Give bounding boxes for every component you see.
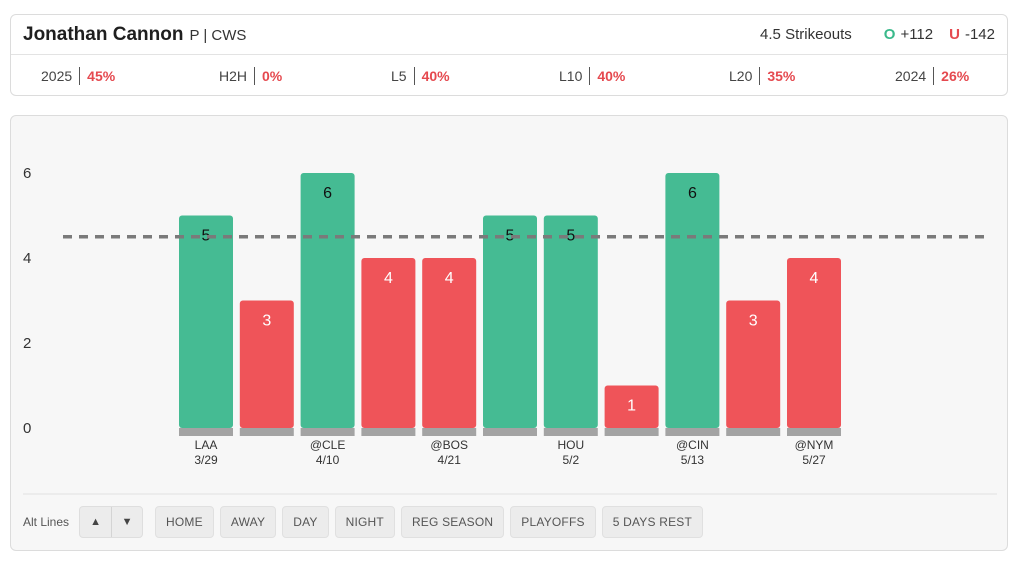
prop-header-card: Jonathan Cannon P | CWS 4.5 Strikeouts O… [10,14,1008,96]
over-odds-button[interactable]: O +112 [884,26,933,43]
over-icon: O [883,26,896,43]
bar [361,258,416,428]
bar-base [543,428,598,436]
y-tick-label: 4 [23,250,31,267]
filter-day-button[interactable]: DAY [282,506,329,538]
alt-lines-label: Alt Lines [23,515,70,529]
bar-value-label: 5 [202,228,211,245]
stat-value: 0% [262,67,283,84]
bar [604,385,659,428]
y-tick-label: 2 [23,335,31,352]
y-tick-label: 0 [23,420,31,437]
filter-home-button[interactable]: HOME [155,506,214,538]
filter-reg-season-button[interactable]: REG SEASON [400,506,505,538]
bar-base [726,428,781,436]
prop-line-label: 4.5 Strikeouts [760,26,852,43]
stat-h2h[interactable]: H2H 0% [219,55,282,96]
stat-label: 2025 [41,67,73,84]
bar-base [422,428,477,436]
bar-base [604,428,659,436]
bar-value-label: 1 [627,398,636,415]
stat-2025[interactable]: 2025 45% [41,55,115,96]
bar-value-label: 6 [323,185,332,202]
bar-base [665,428,720,436]
game-log-chart-card: 0 2 4 6 5 LAA 3/29 3 6 @CLE 4/10 4 4 @BOS 4/21 5 5 HOU 5/2… [10,115,1008,551]
filter-playoffs-button[interactable]: PLAYOFFS [510,506,596,538]
stat-value: 26% [941,67,970,84]
bar [665,173,720,428]
stat-value: 40% [421,67,450,84]
bar [179,215,233,428]
filter-away-button[interactable]: AWAY [219,506,277,538]
bar-value-label: 3 [749,313,758,330]
x-tick-date: 4/21 [438,453,462,467]
under-icon: U [949,26,960,43]
alt-line-down-button[interactable]: ▼ [111,507,142,537]
stat-value: 45% [87,67,116,84]
x-tick-opponent: @CIN [676,438,709,452]
under-odds-value: -142 [964,26,995,43]
stat-divider [759,66,761,85]
x-tick-opponent: HOU [557,438,584,452]
x-tick-opponent: @NYM [795,438,834,452]
stat-l5[interactable]: L5 40% [391,55,450,96]
over-odds-value: +112 [900,26,934,43]
stat-divider [933,66,935,85]
bar [726,300,781,428]
alt-line-up-button[interactable]: ▲ [90,516,101,528]
stat-label: H2H [219,67,248,84]
stat-divider [589,66,591,85]
stat-value: 40% [597,67,626,84]
bar-value-label: 3 [262,313,271,330]
x-tick-date: 5/27 [802,453,826,467]
stat-label: L10 [559,67,583,84]
stat-label: L5 [391,67,407,84]
bar-base [361,428,416,436]
stat-2024[interactable]: 2024 26% [895,55,969,96]
filter-5-days-rest-button[interactable]: 5 DAYS REST [601,506,704,538]
player-position-team: P | CWS [189,27,247,44]
x-tick-opponent: @CLE [310,438,346,452]
stat-divider [254,66,256,85]
bar-base [483,428,537,436]
x-tick-date: 3/29 [194,453,218,467]
under-odds-button[interactable]: U -142 [949,26,995,43]
x-tick-opponent: @BOS [430,438,468,452]
chart-controls: Alt Lines ▲ ▼ HOME AWAY DAY NIGHT REG SE… [23,506,709,538]
bar [300,173,355,428]
stat-divider [413,66,415,85]
alt-line-stepper: ▲ ▼ [79,506,144,538]
filter-night-button[interactable]: NIGHT [334,506,395,538]
bar [483,215,537,428]
prop-header-row: Jonathan Cannon P | CWS 4.5 Strikeouts O… [11,15,1007,55]
player-name[interactable]: Jonathan Cannon [23,23,184,45]
stat-l10[interactable]: L10 40% [559,55,625,96]
stat-l20[interactable]: L20 35% [729,55,795,96]
bar-value-label: 4 [445,270,454,287]
bar-value-label: 6 [688,185,697,202]
stat-label: 2024 [895,67,927,84]
bar [422,258,477,428]
bar-value-label: 4 [384,270,393,287]
bar [787,258,841,428]
bar-value-label: 4 [810,270,819,287]
bar-base [179,428,233,436]
y-tick-label: 6 [23,165,31,182]
bar-base [239,428,294,436]
stat-value: 35% [767,67,796,84]
stat-label: L20 [729,67,753,84]
hit-rate-row: 2025 45% H2H 0% L5 40% L10 40% L20 35% 2… [11,55,1007,96]
x-tick-date: 5/2 [562,453,579,467]
stat-divider [79,66,81,85]
bar [239,300,294,428]
bar-value-label: 5 [506,228,515,245]
bar [543,215,598,428]
bar-value-label: 5 [566,228,575,245]
bar-base [787,428,841,436]
x-tick-opponent: LAA [195,438,218,452]
bar-base [300,428,355,436]
x-tick-date: 5/13 [681,453,705,467]
x-tick-date: 4/10 [316,453,340,467]
